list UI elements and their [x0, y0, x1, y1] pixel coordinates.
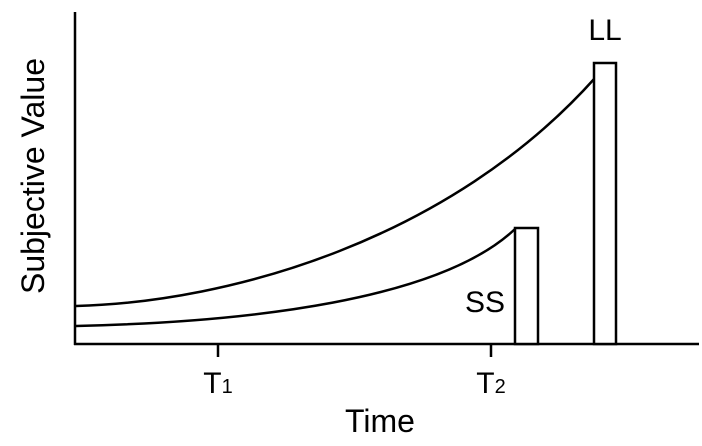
y-axis-label: Subjective Value	[15, 58, 51, 294]
large-late-reward-bar	[592, 61, 618, 346]
tick-label-t1: T1	[203, 367, 232, 400]
tick-label-t1-main: T	[203, 367, 221, 400]
small-soon-reward-bar	[513, 226, 540, 346]
tick-label-t2: T2	[476, 367, 505, 400]
large-late-label: LL	[588, 14, 621, 47]
tick-label-t2-main: T	[476, 367, 494, 400]
tick-label-t1-subscript: 1	[222, 376, 233, 398]
small-soon-label: SS	[465, 286, 505, 319]
small-soon-discount-curve	[75, 228, 516, 328]
x-axis-label: Time	[345, 403, 415, 439]
tick-label-t2-subscript: 2	[495, 376, 506, 398]
large-late-discount-curve	[75, 77, 596, 308]
